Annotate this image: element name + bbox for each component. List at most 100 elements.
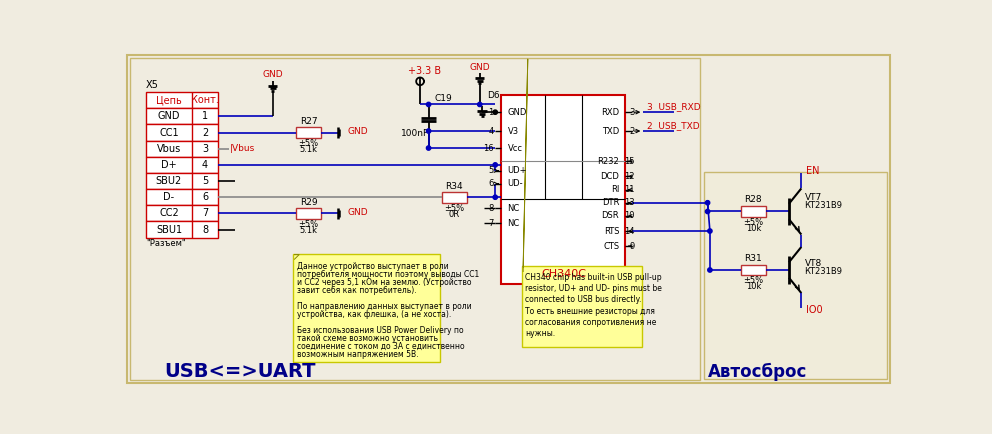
Text: R31: R31: [744, 254, 762, 263]
Text: 5: 5: [201, 176, 208, 186]
Text: 3  USB_RXD: 3 USB_RXD: [647, 102, 700, 111]
Text: и CC2 через 5,1 кОм на землю. (Устройство: и CC2 через 5,1 кОм на землю. (Устройств…: [297, 278, 471, 287]
Text: 11: 11: [624, 185, 635, 194]
Text: TXD: TXD: [602, 127, 619, 135]
Text: connected to USB bus directly.: connected to USB bus directly.: [526, 296, 642, 304]
Bar: [146, 141, 218, 157]
Text: |Vbus: |Vbus: [230, 144, 255, 153]
Text: RI: RI: [611, 185, 619, 194]
Text: Цепь: Цепь: [156, 95, 182, 105]
Text: 5.1k: 5.1k: [300, 145, 317, 154]
Text: GND: GND: [508, 108, 527, 117]
Text: 10: 10: [624, 211, 635, 220]
Text: R34: R34: [445, 182, 463, 191]
Text: CH340C: CH340C: [541, 269, 586, 279]
Text: CH340 chip has built-in USB pull-up: CH340 chip has built-in USB pull-up: [526, 273, 662, 282]
Text: ±5%: ±5%: [743, 276, 764, 285]
Text: ±5%: ±5%: [444, 204, 464, 213]
Text: D+: D+: [161, 160, 177, 170]
Text: 1: 1: [488, 108, 494, 117]
Text: CC1: CC1: [159, 128, 179, 138]
Text: GND: GND: [158, 112, 181, 122]
Text: 3: 3: [202, 144, 208, 154]
Text: Автосброс: Автосброс: [708, 362, 807, 381]
Text: согласования сопротивления не: согласования сопротивления не: [526, 318, 657, 327]
Text: То есть внешние резисторы для: То есть внешние резисторы для: [526, 306, 656, 316]
Text: IO0: IO0: [806, 305, 822, 315]
Text: ±5%: ±5%: [299, 220, 318, 229]
Text: 7: 7: [488, 219, 494, 228]
Text: Данное устройство выступает в роли: Данное устройство выступает в роли: [297, 262, 448, 270]
Text: RTS: RTS: [604, 227, 619, 236]
Text: 8: 8: [488, 204, 494, 213]
Text: X5: X5: [146, 80, 159, 90]
Text: нужны.: нужны.: [526, 329, 556, 338]
Circle shape: [427, 102, 431, 107]
Text: EN: EN: [806, 166, 819, 177]
Bar: [741, 206, 766, 217]
Text: 10k: 10k: [746, 224, 761, 233]
Text: R28: R28: [744, 195, 762, 204]
Text: 14: 14: [624, 227, 635, 236]
Text: GND: GND: [347, 127, 368, 136]
Text: RXD: RXD: [601, 108, 619, 117]
Bar: [146, 92, 218, 108]
Text: Vbus: Vbus: [157, 144, 182, 154]
Text: возможным напряжением 5В.: возможным напряжением 5В.: [297, 351, 419, 359]
Text: DSR: DSR: [601, 211, 619, 220]
Text: VT8: VT8: [805, 260, 821, 268]
Text: 3: 3: [629, 108, 635, 117]
Text: GND: GND: [263, 70, 283, 79]
Text: 12: 12: [624, 172, 635, 181]
Text: соединение с током до 3А с единственно: соединение с током до 3А с единственно: [297, 342, 464, 352]
Text: 0R: 0R: [448, 210, 459, 219]
Bar: [146, 189, 218, 205]
Bar: [741, 265, 766, 276]
Bar: [703, 172, 888, 378]
Text: +3.3 В: +3.3 В: [409, 66, 441, 76]
Circle shape: [707, 268, 712, 272]
Text: Vcc: Vcc: [508, 144, 523, 152]
Text: UD+: UD+: [508, 166, 527, 175]
Bar: [296, 208, 320, 219]
Circle shape: [705, 201, 709, 205]
Text: 13: 13: [624, 198, 635, 207]
Text: GND: GND: [347, 208, 368, 217]
Text: R232: R232: [597, 157, 619, 166]
Circle shape: [705, 209, 709, 214]
Text: 7: 7: [201, 208, 208, 218]
Text: 4: 4: [202, 160, 208, 170]
Text: DTR: DTR: [602, 198, 619, 207]
Bar: [146, 125, 218, 141]
Text: 6: 6: [488, 179, 494, 188]
Bar: [293, 254, 440, 362]
Bar: [130, 58, 699, 380]
Circle shape: [477, 102, 482, 107]
Text: 5: 5: [488, 166, 494, 175]
Text: CC2: CC2: [159, 208, 179, 218]
Text: UD-: UD-: [508, 179, 523, 188]
Text: D-: D-: [164, 192, 175, 202]
Text: 8: 8: [202, 224, 208, 234]
Text: 10k: 10k: [746, 283, 761, 291]
Text: По направлению данных выступает в роли: По направлению данных выступает в роли: [297, 302, 471, 311]
Text: SBU1: SBU1: [156, 224, 182, 234]
Text: завит себя как потребитель).: завит себя как потребитель).: [297, 286, 417, 295]
Bar: [296, 127, 320, 138]
Text: потребителя мощности поэтому выводы CC1: потребителя мощности поэтому выводы CC1: [297, 270, 479, 279]
Circle shape: [707, 229, 712, 233]
Text: 2: 2: [630, 127, 635, 135]
Bar: [501, 95, 625, 284]
Circle shape: [493, 163, 497, 167]
Text: C19: C19: [434, 94, 452, 103]
Bar: [146, 108, 218, 125]
Text: 6: 6: [202, 192, 208, 202]
Text: такой схеме возможно установить: такой схеме возможно установить: [297, 334, 437, 343]
Text: Конт.: Конт.: [191, 95, 219, 105]
Text: GND: GND: [469, 63, 490, 72]
Bar: [146, 205, 218, 221]
Text: 15: 15: [624, 157, 635, 166]
Text: R27: R27: [300, 117, 317, 126]
Text: D6: D6: [487, 91, 500, 100]
Bar: [146, 157, 218, 173]
